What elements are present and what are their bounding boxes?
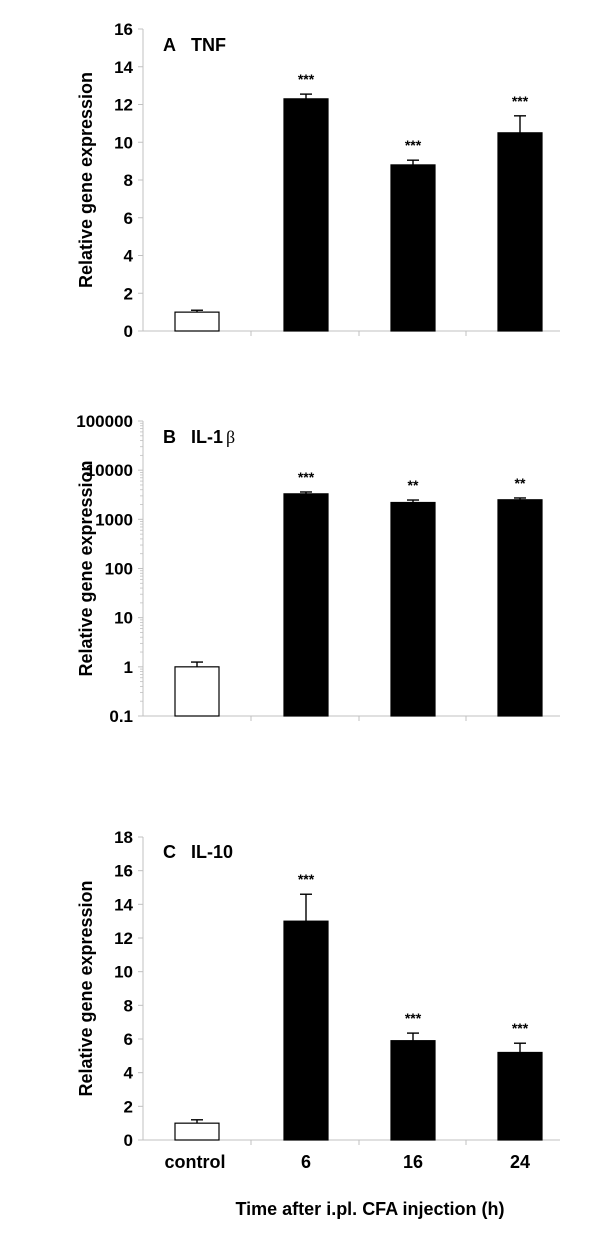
- significance-marker: ***: [298, 71, 315, 87]
- x-category-label: 6: [301, 1152, 311, 1172]
- panel-title: A TNF: [163, 35, 226, 55]
- significance-marker: **: [408, 477, 419, 493]
- bar-control: [174, 311, 220, 332]
- y-tick-label: 0: [124, 1131, 133, 1150]
- bar-control: [174, 1122, 220, 1141]
- y-tick-label: 16: [114, 20, 133, 39]
- x-category-label: control: [165, 1152, 226, 1172]
- bar-6: [283, 493, 329, 717]
- bar-16: [390, 164, 436, 332]
- significance-marker: ***: [405, 137, 422, 153]
- y-tick-label: 12: [114, 929, 133, 948]
- y-tick-label: 6: [124, 1030, 133, 1049]
- significance-marker: ***: [512, 1020, 529, 1036]
- y-tick-label: 0: [124, 322, 133, 341]
- bar-24: [497, 499, 543, 717]
- y-tick-label: 2: [124, 284, 133, 303]
- y-tick-label: 100: [105, 560, 133, 579]
- y-tick-label: 1: [124, 658, 133, 677]
- panel-title: B IL-1 β: [163, 427, 235, 447]
- y-tick-label: 8: [124, 996, 133, 1015]
- y-tick-label: 6: [124, 209, 133, 228]
- y-tick-label: 0.1: [109, 707, 133, 726]
- bar-24: [497, 132, 543, 332]
- y-tick-label: 4: [124, 247, 134, 266]
- y-tick-label: 2: [124, 1097, 133, 1116]
- y-axis-label: Relative gene expression: [76, 460, 96, 676]
- bar-6: [283, 98, 329, 332]
- x-category-label: 16: [403, 1152, 423, 1172]
- y-axis-label: Relative gene expression: [76, 72, 96, 288]
- y-tick-label: 10: [114, 609, 133, 628]
- y-tick-label: 12: [114, 96, 133, 115]
- bar-6: [283, 920, 329, 1141]
- y-tick-label: 4: [124, 1064, 134, 1083]
- y-tick-label: 10: [114, 963, 133, 982]
- y-axis-label: Relative gene expression: [76, 880, 96, 1096]
- significance-marker: ***: [512, 93, 529, 109]
- x-category-label: 24: [510, 1152, 530, 1172]
- significance-marker: ***: [298, 871, 315, 887]
- y-tick-label: 16: [114, 862, 133, 881]
- bar-16: [390, 1040, 436, 1141]
- y-tick-label: 14: [114, 58, 133, 77]
- y-tick-label: 8: [124, 171, 133, 190]
- y-tick-label: 10: [114, 133, 133, 152]
- bar-control: [174, 666, 220, 717]
- significance-marker: **: [515, 475, 526, 491]
- bar-16: [390, 501, 436, 717]
- y-tick-label: 1000: [95, 510, 133, 529]
- panel-a: 0 2 4 6 8 10 12 14 16 Relative gene expression A T…: [76, 20, 560, 341]
- y-tick-label: 14: [114, 895, 133, 914]
- y-tick-label: 10000: [86, 461, 133, 480]
- panel-b: 0.1 1 10 100 1000 10000 100000 Relative gene ex…: [76, 412, 560, 726]
- panel-title: C IL-10: [163, 842, 233, 862]
- significance-marker: ***: [298, 469, 315, 485]
- x-axis-label: Time after i.pl. CFA injection (h): [235, 1199, 504, 1219]
- significance-marker: ***: [405, 1010, 422, 1026]
- y-tick-label: 100000: [76, 412, 133, 431]
- y-tick-label: 18: [114, 828, 133, 847]
- beta-symbol: β: [226, 427, 235, 447]
- bar-24: [497, 1051, 543, 1141]
